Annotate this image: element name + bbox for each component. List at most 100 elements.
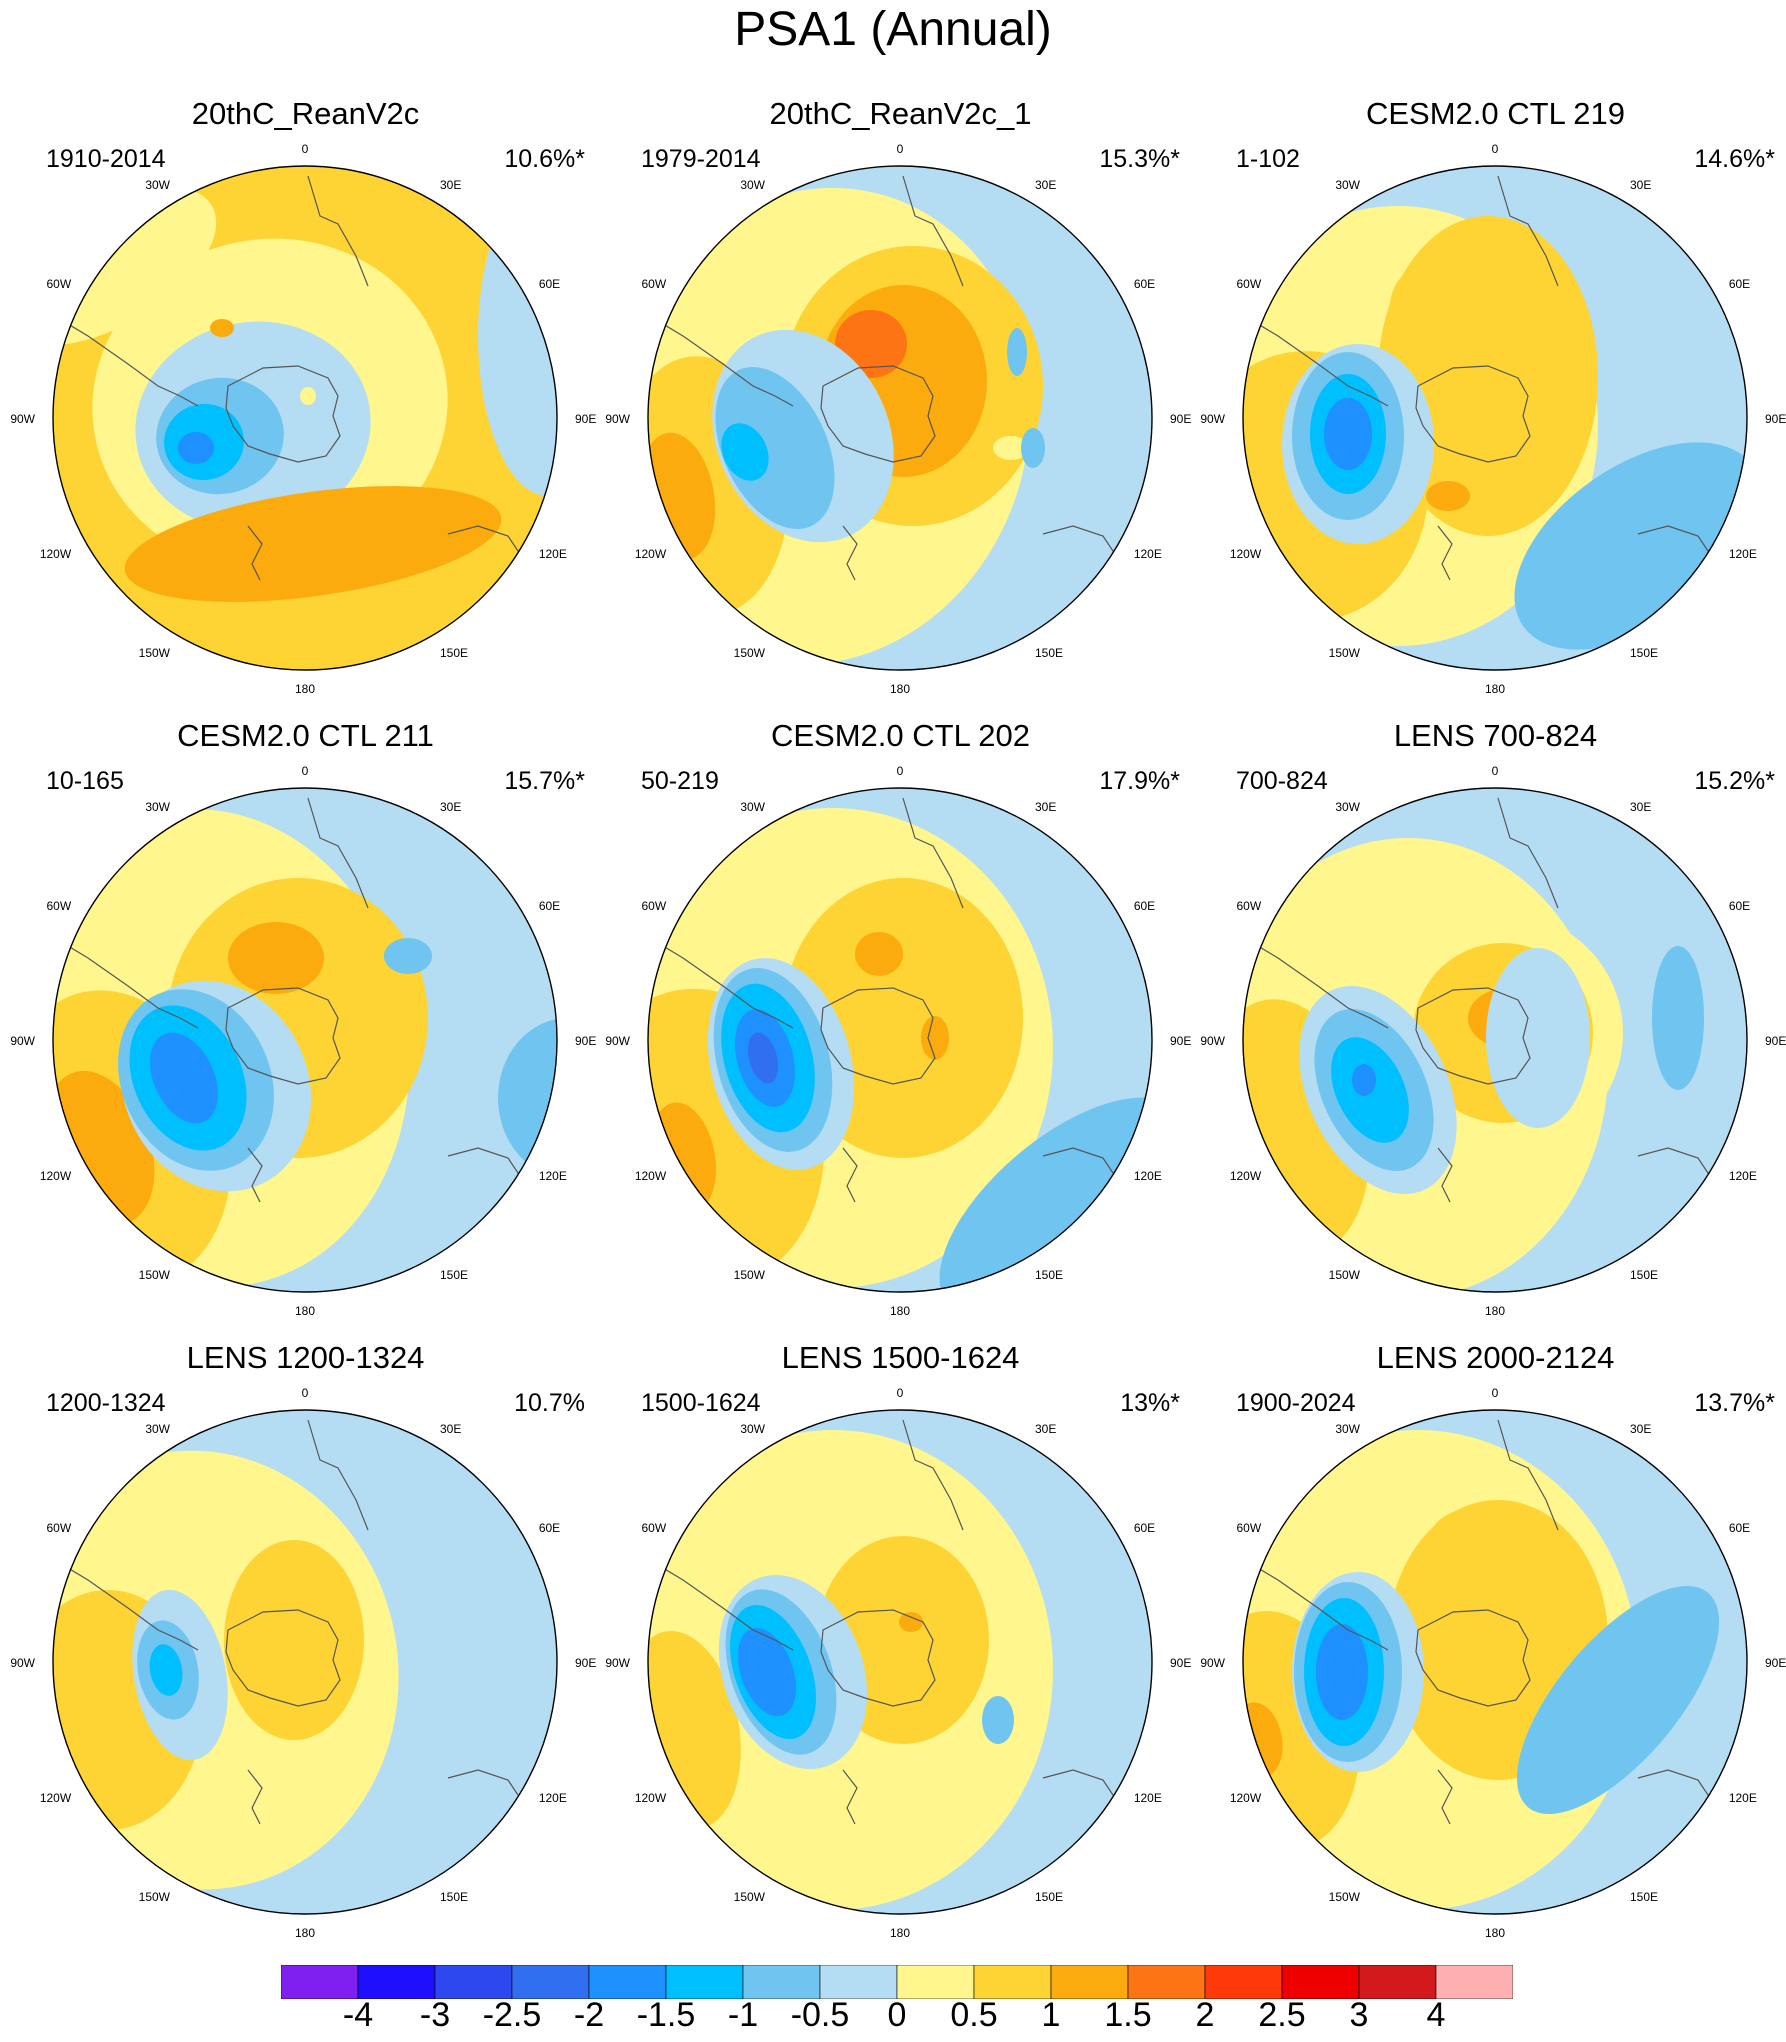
longitude-label: 120W [40,1169,72,1183]
contour-region [1516,1586,1720,1814]
contour-field [1243,788,1747,1292]
figure-title: PSA1 (Annual) [734,3,1052,56]
longitude-label: 150E [1630,1268,1658,1282]
longitude-label: 150W [734,1268,766,1282]
longitude-label: 30E [1035,800,1056,814]
longitude-label: 150E [1035,646,1063,660]
polar-map: 0 30E 60E 90E 120E 150E 180 150W 120W 90W 60W 30W [605,1386,1191,1940]
longitude-label: 60W [1236,277,1261,291]
longitude-label: 120W [1230,1169,1262,1183]
longitude-label: 30E [1035,178,1056,192]
contour-region [149,1644,183,1696]
longitude-label: 120W [40,1791,72,1805]
longitude-label: 90E [575,412,596,426]
colorbar-swatch [896,1965,975,1999]
longitude-label: 120W [1230,1791,1262,1805]
contour-region [300,387,316,405]
longitude-label: 30W [145,1422,170,1436]
map-panel-3: CESM2.0 CTL 219 1-102 14.6%* 0 30E 60E 90E 1… [1198,96,1786,696]
panel-variance-pct: 13%* [1120,1389,1180,1417]
map-boundary [647,1409,1153,1915]
panel-variance-pct: 10.7% [514,1389,585,1417]
longitude-label: 180 [295,1926,315,1940]
longitude-label: 180 [1485,1304,1505,1318]
panel-years: 1910-2014 [46,145,166,173]
colorbar-tick-label: 1 [1041,1996,1061,2034]
longitude-label: 90E [1765,1034,1786,1048]
contour-region [1652,946,1704,1090]
contour-region [1007,328,1027,376]
longitude-label: 60W [641,277,666,291]
longitude-label: 180 [890,682,910,696]
longitude-label: 90E [1765,1656,1786,1670]
contour-field [1243,1410,1747,1914]
panel-variance-pct: 14.6%* [1694,145,1775,173]
longitude-labels: 0 30E 60E 90E 120E 150E 180 150W 120W 90W 60W 30W [605,1386,1191,1940]
longitude-label: 30W [1335,178,1360,192]
map-panel-2: 20thC_ReanV2c_1 1979-2014 15.3%* 0 30E 60E… [603,96,1198,696]
longitude-label: 150E [440,1268,468,1282]
contour-field [648,788,1152,1292]
polar-map: 0 30E 60E 90E 120E 150E 180 150W 120W 90W 60W 30W [605,142,1191,696]
colorbar-tick-label: 1.5 [1104,1996,1152,2034]
colorbar-tick-label: 2.5 [1258,1996,1306,2034]
contour-region [124,486,502,602]
longitude-label: 120E [1729,1169,1757,1183]
contour-region [855,932,903,976]
colorbar-swatch [1435,1965,1513,1999]
longitude-labels: 0 30E 60E 90E 120E 150E 180 150W 120W 90W 60W 30W [1200,1386,1786,1940]
colorbar-swatch [588,1965,667,1999]
coastlines [53,175,529,597]
colorbar-swatch [281,1965,359,1999]
longitude-label: 60W [46,277,71,291]
longitude-label: 30W [145,800,170,814]
polar-map: 0 30E 60E 90E 120E 150E 180 150W 120W 90W 60W 30W [1200,1386,1786,1940]
longitude-label: 60E [1729,899,1750,913]
longitude-label: 90E [1170,412,1191,426]
longitude-label: 150W [1329,1268,1361,1282]
longitude-label: 120E [539,547,567,561]
longitude-label: 30W [740,178,765,192]
colorbar-tick-label: -2 [573,1996,605,2034]
longitude-label: 180 [890,1304,910,1318]
map-boundary [647,787,1153,1293]
longitude-label: 30E [1630,1422,1651,1436]
longitude-label: 90E [1765,412,1786,426]
contour-field [648,1410,1152,1914]
colorbar-swatch [1127,1965,1206,1999]
contour-region [721,423,769,481]
longitude-label: 90W [605,1656,630,1670]
panel-years: 700-824 [1236,767,1328,795]
longitude-label: 120E [539,1169,567,1183]
longitude-label: 60W [46,899,71,913]
longitude-label: 0 [1492,764,1499,778]
contour-region [1021,428,1045,468]
contour-region [1324,398,1372,470]
panel-variance-pct: 13.7%* [1694,1389,1775,1417]
longitude-label: 60W [641,899,666,913]
colorbar-tick-label: 4 [1426,1996,1446,2034]
contour-region [1352,1064,1376,1096]
contour-field [648,166,1152,670]
colorbar-labels: -4 -3 -2.5 -2 -1.5 -1 -0.5 0 0.5 1 1.5 2 2.5 3 4 [0,1993,1786,2037]
longitude-label: 90W [10,1034,35,1048]
panel-years: 1979-2014 [641,145,761,173]
contour-region [899,1612,923,1632]
contour-region [715,367,835,529]
panel-years: 10-165 [46,767,124,795]
contour-region [80,1510,176,1590]
longitude-labels: 0 30E 60E 90E 120E 150E 180 150W 120W 90W 60W 30W [1200,142,1786,696]
longitude-label: 120W [40,547,72,561]
contour-field [53,788,557,1292]
polar-map: 0 30E 60E 90E 120E 150E 180 150W 120W 90W 60W 30W [1200,142,1786,696]
panel-variance-pct: 15.2%* [1694,767,1775,795]
colorbar-swatch [1204,1965,1283,1999]
longitude-label: 30W [145,178,170,192]
longitude-label: 0 [1492,142,1499,156]
coastlines [53,797,529,1219]
longitude-label: 180 [295,1304,315,1318]
panel-title: LENS 2000-2124 [1376,1340,1615,1375]
longitude-label: 0 [897,142,904,156]
longitude-label: 60E [539,1521,560,1535]
panel-title: 20thC_ReanV2c_1 [769,96,1032,131]
